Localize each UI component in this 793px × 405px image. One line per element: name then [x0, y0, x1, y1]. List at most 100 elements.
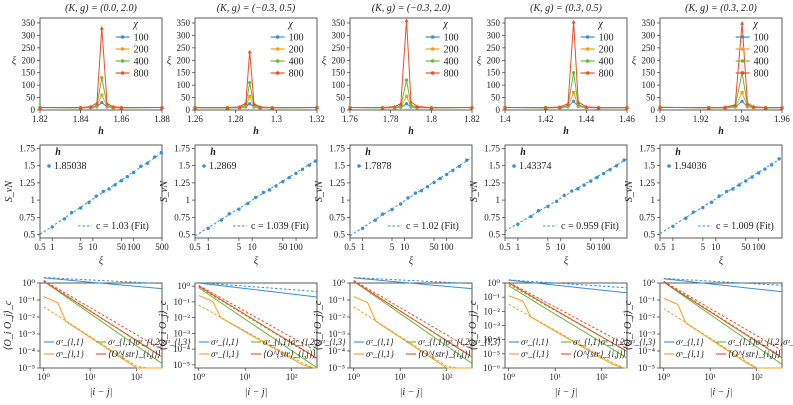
y-tick-label: 100 [642, 80, 656, 90]
data-point [313, 159, 318, 163]
data-point [691, 210, 696, 214]
data-point [725, 189, 729, 194]
fit-legend-label: c = 0.959 (Fit) [561, 221, 619, 232]
y-tick-label: 1.75 [329, 143, 345, 153]
legend-marker [275, 35, 280, 39]
y-tick-label: 1.5 [24, 161, 36, 171]
y-axis-label: ξ [632, 56, 637, 67]
data-point [62, 217, 67, 221]
data-point [307, 163, 311, 167]
y-axis-label: ⟨O_i O_j⟩_c [468, 300, 479, 350]
y-tick-label: 10⁻³ [484, 321, 501, 331]
x-axis-label: |i − j| [90, 387, 113, 398]
legend-label: 100 [289, 33, 304, 44]
x-tick-label: 50 [278, 242, 288, 252]
legend-marker [740, 35, 745, 39]
y-tick-label: 1.25 [639, 178, 655, 188]
legend-marker [275, 47, 280, 51]
y-tick-label: 10⁻² [174, 313, 191, 323]
data-point [658, 105, 662, 110]
y-tick-label: 350 [642, 18, 656, 28]
legend-marker [430, 59, 435, 63]
data-point [737, 183, 741, 187]
series-str-fit [198, 284, 318, 352]
x-tick-label: 5 [237, 242, 242, 252]
legend-label: 100 [599, 33, 614, 44]
data-point [740, 99, 744, 103]
data-point [465, 158, 469, 162]
x-axis-label: |i − j| [400, 387, 423, 398]
y-tick-label: 150 [22, 68, 36, 78]
data-point [237, 207, 241, 211]
legend-title: h [520, 147, 526, 158]
data-point [111, 104, 116, 109]
legend-label: 200 [599, 45, 614, 56]
data-point [99, 25, 104, 30]
y-tick-label: 0.5 [489, 230, 501, 240]
legend-label: σᶻ_{l,1} [211, 337, 239, 347]
x-tick-label: 10 [248, 242, 258, 252]
legend-marker [275, 59, 280, 63]
row2-panel-5: 0.5 0.75 1 1.25 1.5 1.75 0.5 1 5 10 50 100 ξ S_vN h 1.9… [624, 143, 783, 267]
x-tick-label: 10⁰ [502, 372, 515, 382]
legend-marker [740, 59, 745, 63]
data-point [258, 104, 263, 109]
y-tick-label: 100 [22, 80, 36, 90]
data-point [671, 224, 675, 228]
data-point [248, 94, 252, 98]
data-point [78, 206, 83, 210]
legend-marker [202, 164, 206, 168]
y-tick-label: 300 [332, 30, 346, 40]
legend-title: χ [287, 19, 293, 30]
x-axis-label: ξ [719, 256, 724, 267]
row1-panel-4: (K, g) = (0.3, 0.5) 0 50 100 150 200 250 300 350… [477, 3, 636, 137]
y-tick-label: 200 [487, 55, 501, 65]
legend-label: σˣ_{l,1} [521, 349, 549, 359]
axes-frame [659, 144, 783, 239]
axes-frame [194, 282, 318, 369]
row2-panel-2: 0.5 0.75 1 1.25 1.5 1.75 0.5 1 5 10 50 100 ξ S_vN h 1.2… [159, 143, 318, 267]
x-tick-label: 1.42 [538, 114, 554, 124]
y-tick-label: 250 [642, 43, 656, 53]
y-tick-label: 250 [22, 43, 36, 53]
legend-title: h [675, 147, 681, 158]
legend-marker [585, 71, 590, 75]
y-tick-label: 10⁻⁵ [173, 360, 190, 370]
axes-frame [194, 17, 318, 111]
data-point [723, 105, 728, 110]
y-tick-label: 10⁻⁵ [638, 363, 655, 373]
data-point [107, 187, 111, 191]
data-point [717, 194, 721, 198]
y-tick-label: 10⁻³ [19, 329, 36, 339]
data-point [398, 101, 403, 106]
y-tick-label: 0.75 [484, 212, 500, 222]
x-tick-label: 50 [586, 242, 596, 252]
data-point [750, 175, 754, 179]
y-tick-label: 50 [491, 93, 501, 103]
data-point [315, 105, 319, 110]
x-tick-label: 1.28 [228, 114, 244, 124]
series-z [43, 277, 163, 290]
data-point [287, 175, 291, 180]
legend-marker [120, 59, 125, 63]
y-axis-label: ⟨O_i O_j⟩_c [3, 300, 14, 350]
y-tick-label: 300 [22, 30, 36, 40]
y-tick-label: 10⁻³ [329, 329, 346, 339]
legend-label: ⟨O^{str}_{i,j}⟩ [573, 349, 626, 359]
x-tick-label: 1 [360, 242, 365, 252]
legend-marker [430, 47, 435, 51]
data-point [113, 183, 117, 187]
data-point [415, 104, 420, 109]
data-point [219, 218, 224, 222]
y-tick-label: 200 [332, 55, 346, 65]
series-z [663, 278, 783, 293]
y-axis-label: ⟨O_i O_j⟩_c [313, 300, 324, 350]
data-point [438, 176, 442, 181]
legend-marker [430, 35, 435, 39]
series-zzz [43, 280, 163, 364]
data-point [557, 104, 562, 109]
y-tick-label: 10⁻⁵ [18, 363, 35, 373]
series-str-fit [43, 280, 163, 351]
panel-title: (K, g) = (−0.3, 0.5) [217, 3, 296, 14]
data-point [145, 161, 150, 165]
